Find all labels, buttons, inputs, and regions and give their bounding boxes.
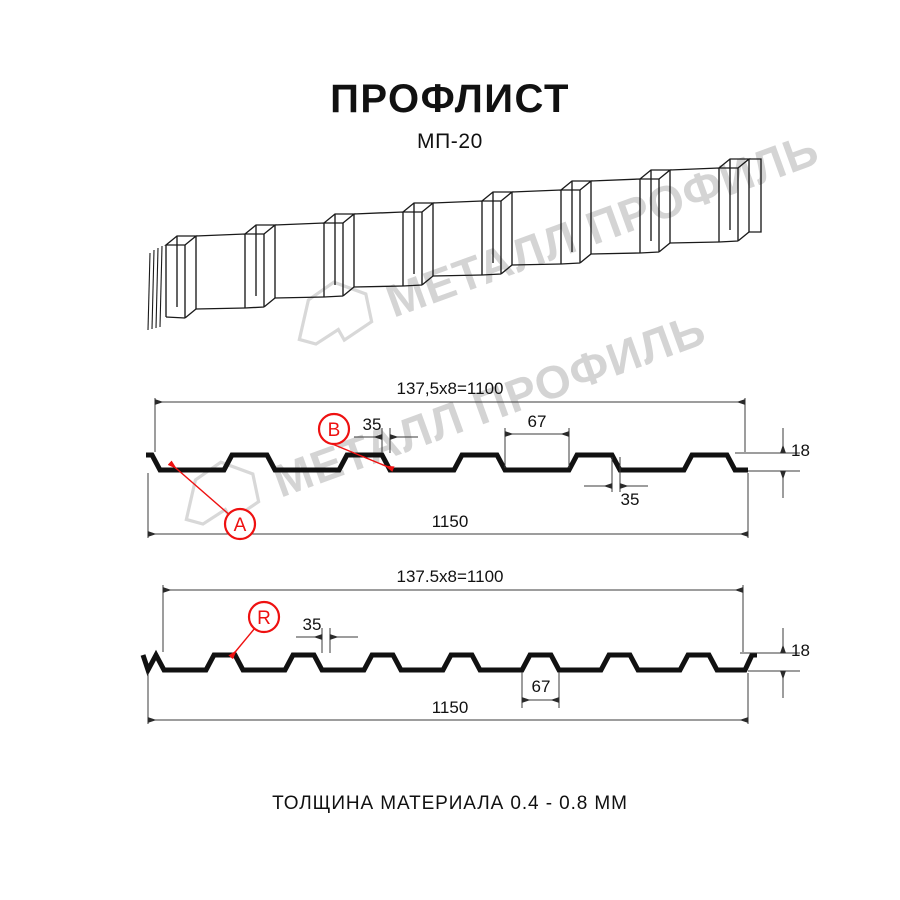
footer: ТОЛЩИНА МАТЕРИАЛА 0.4 - 0.8 ММ [0,793,900,815]
callout-a-label: A [234,515,247,536]
section-bottom: 137.5x8=1100 1150 35 [140,567,810,724]
material-thickness-text: ТОЛЩИНА МАТЕРИАЛА 0.4 - 0.8 ММ [272,793,628,814]
callout-b: B [317,412,395,472]
dim-valley-1-label: 67 [528,412,547,431]
dim-height-1 [735,428,800,498]
callout-a: A [167,460,257,541]
dim-overall-bottom-1-label: 1150 [432,512,469,531]
callout-r-label: R [257,608,271,629]
dim-crest-bottom-1-label: 35 [621,490,640,509]
dim-valley-2 [521,672,560,708]
dim-overall-top-2-label: 137.5x8=1100 [397,567,504,586]
dim-crest-top-2 [296,628,358,653]
callout-b-label: B [328,420,341,441]
dim-crest-bottom-1 [584,457,648,492]
isometric-ribs [164,158,762,319]
metall-profil-logo-icon [184,460,261,526]
dim-overall-top-1 [154,398,746,452]
dim-overall-top-1-label: 137,5x8=1100 [397,379,504,398]
dim-overall-bottom-2 [147,673,749,724]
dim-height-2 [740,628,800,698]
dim-valley-1 [504,428,570,468]
metall-profil-logo-icon [297,280,374,346]
dim-overall-bottom-2-label: 1150 [432,698,469,717]
sheet-edge-lines [147,245,163,331]
callout-r: R [228,600,281,660]
dim-crest-top-2-label: 35 [303,615,322,634]
section-top-profile [146,452,748,473]
dim-overall-top-2 [162,585,744,652]
dim-crest-top-1 [354,428,418,453]
dim-height-1-label: 18 [791,441,810,460]
section-top: 137,5x8=1100 1150 35 [146,379,810,541]
dim-crest-top-1-label: 35 [363,415,382,434]
section-bottom-profile [140,649,757,677]
dim-valley-2-label: 67 [532,677,551,696]
isometric-profile-view [147,158,762,331]
dim-height-2-label: 18 [791,641,810,660]
